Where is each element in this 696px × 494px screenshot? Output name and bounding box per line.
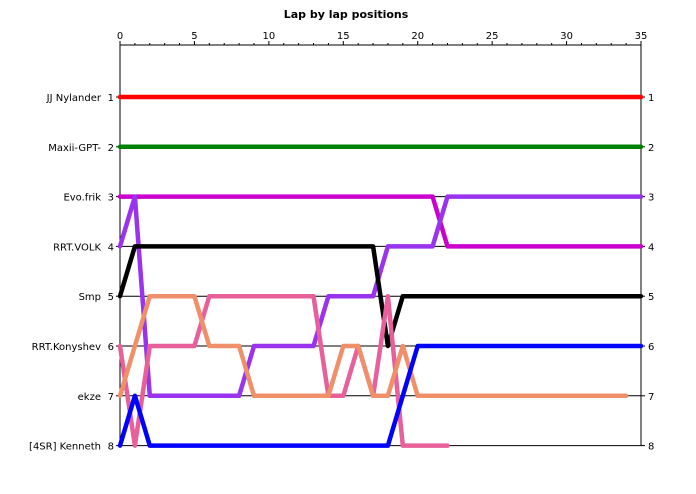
x-tick-label: 25 [486, 31, 499, 42]
right-position-label: 6 [648, 342, 654, 353]
driver-name-label: ekze [78, 392, 101, 403]
left-axis-ticks: 1 JJ Nylander 2 Maxii-GPT- 3 Evo.frik 4 RRT.VOL… [29, 93, 120, 453]
right-position-label: 8 [648, 442, 654, 453]
driver-name-label: RRT.VOLK [53, 242, 101, 253]
left-position-label: 2 [108, 143, 114, 154]
left-position-label: 7 [108, 392, 114, 403]
x-axis-ticks: 0 5 10 15 20 25 30 35 [117, 31, 648, 45]
x-tick-label: 0 [117, 31, 123, 42]
right-position-label: 3 [648, 193, 654, 204]
x-tick-label: 35 [635, 31, 648, 42]
driver-name-label: JJ Nylander [46, 93, 102, 104]
series-line [117, 343, 644, 448]
x-tick-label: 5 [191, 31, 197, 42]
x-tick-label: 20 [411, 31, 424, 42]
driver-name-label: [4SR] Kenneth [29, 442, 101, 453]
series-lines [117, 94, 644, 448]
right-position-label: 2 [648, 143, 654, 154]
left-position-label: 5 [108, 292, 114, 303]
series-line [117, 293, 629, 399]
left-position-label: 1 [108, 93, 114, 104]
x-tick-label: 15 [337, 31, 350, 42]
left-position-label: 6 [108, 342, 114, 353]
right-axis-ticks: 1 2 3 4 5 6 7 8 [641, 93, 654, 453]
driver-name-label: Maxii-GPT- [48, 143, 101, 154]
series-line [117, 194, 644, 249]
left-position-label: 8 [108, 442, 114, 453]
x-tick-label: 30 [560, 31, 573, 42]
right-position-label: 7 [648, 392, 654, 403]
x-tick-label: 10 [262, 31, 275, 42]
driver-name-label: Smp [79, 292, 101, 303]
right-position-label: 5 [648, 292, 654, 303]
left-position-label: 3 [108, 193, 114, 204]
driver-name-label: RRT.Konyshev [32, 342, 101, 353]
driver-name-label: Evo.frik [63, 193, 101, 204]
right-position-label: 1 [648, 93, 654, 104]
chart-title: Lap by lap positions [284, 8, 409, 21]
left-position-label: 4 [108, 242, 114, 253]
series-line [117, 244, 644, 349]
right-position-label: 4 [648, 242, 654, 253]
